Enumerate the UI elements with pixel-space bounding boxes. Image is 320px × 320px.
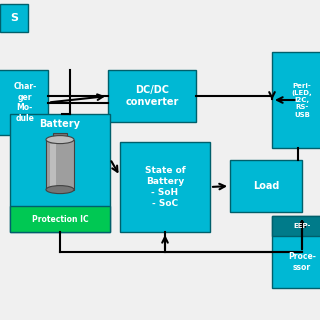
Text: S: S: [10, 13, 18, 23]
FancyBboxPatch shape: [50, 144, 56, 186]
Ellipse shape: [46, 186, 74, 194]
Text: Load: Load: [253, 181, 279, 191]
FancyBboxPatch shape: [46, 140, 74, 189]
FancyBboxPatch shape: [272, 216, 320, 288]
Text: Protection IC: Protection IC: [32, 214, 88, 223]
FancyBboxPatch shape: [0, 70, 48, 135]
FancyBboxPatch shape: [120, 142, 210, 232]
FancyBboxPatch shape: [230, 160, 302, 212]
Ellipse shape: [46, 136, 74, 144]
FancyBboxPatch shape: [10, 114, 110, 232]
FancyBboxPatch shape: [0, 4, 28, 32]
Text: EEP-: EEP-: [293, 223, 311, 229]
Text: Peri-
(LED,
I2C,
RS-
USB: Peri- (LED, I2C, RS- USB: [292, 83, 312, 117]
FancyBboxPatch shape: [272, 52, 320, 148]
FancyBboxPatch shape: [108, 70, 196, 122]
FancyBboxPatch shape: [53, 132, 67, 140]
Text: DC/DC
converter: DC/DC converter: [125, 85, 179, 107]
Text: Proce-
ssor: Proce- ssor: [288, 252, 316, 272]
FancyBboxPatch shape: [10, 206, 110, 232]
Text: Char-
ger
Mo-
dule: Char- ger Mo- dule: [13, 82, 36, 123]
Text: State of
Battery
- SoH
- SoC: State of Battery - SoH - SoC: [145, 166, 185, 208]
FancyBboxPatch shape: [272, 216, 320, 236]
Text: Battery: Battery: [39, 119, 81, 129]
